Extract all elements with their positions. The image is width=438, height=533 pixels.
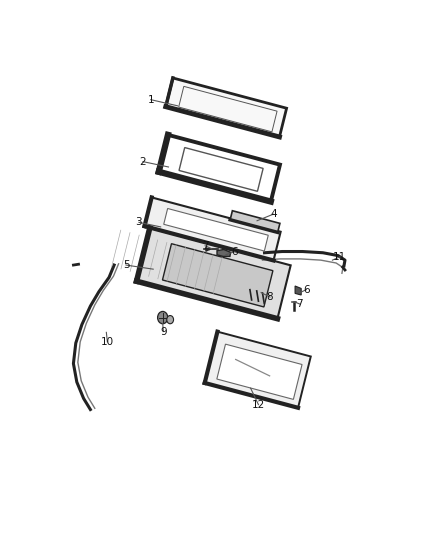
Text: 12: 12: [252, 400, 265, 409]
Polygon shape: [164, 208, 268, 251]
Text: 7: 7: [297, 299, 303, 309]
Text: 1: 1: [148, 95, 154, 104]
Polygon shape: [205, 332, 311, 408]
Polygon shape: [137, 228, 291, 319]
Polygon shape: [230, 211, 280, 232]
Text: 6: 6: [231, 247, 238, 256]
Polygon shape: [162, 244, 273, 307]
Text: 2: 2: [140, 157, 146, 167]
Text: 6: 6: [303, 285, 310, 295]
Text: 8: 8: [267, 292, 273, 302]
Text: 4: 4: [270, 209, 277, 219]
Text: 9: 9: [160, 327, 167, 336]
Circle shape: [167, 316, 173, 324]
Text: 10: 10: [101, 337, 114, 347]
Polygon shape: [217, 344, 302, 399]
Polygon shape: [217, 249, 230, 256]
Text: 7: 7: [202, 241, 208, 251]
Text: 3: 3: [136, 217, 142, 228]
Text: 5: 5: [123, 260, 129, 270]
Polygon shape: [166, 78, 286, 137]
Circle shape: [158, 311, 168, 324]
Polygon shape: [145, 197, 281, 261]
Polygon shape: [295, 286, 301, 295]
Text: 11: 11: [333, 252, 346, 262]
